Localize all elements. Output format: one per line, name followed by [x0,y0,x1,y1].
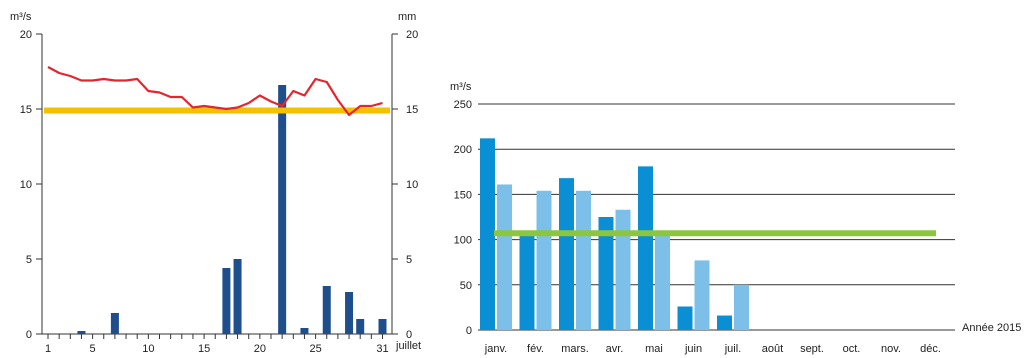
right-tick-label: 5 [406,254,412,266]
month-label: oct. [843,343,861,355]
left-tick-label: 10 [20,179,32,191]
month-bar [480,138,495,330]
month-bar [519,235,535,330]
rain-bar [278,85,287,334]
month-label: déc. [920,343,941,355]
rain-bar [300,328,309,334]
month-bar [497,184,512,330]
year-label: Année 2015 [962,322,1021,334]
x-month-label: juillet [395,340,421,352]
right-tick-label: 15 [406,104,418,116]
x-tick-label: 5 [90,343,96,355]
y-tick-label: 100 [454,235,472,247]
left-axis-unit: m³/s [10,11,32,23]
rain-bar [222,268,231,334]
monthly-bars [480,138,749,330]
y-tick-label: 150 [454,189,472,201]
x-tick-label: 15 [198,343,210,355]
rain-bar [378,319,387,334]
rain-bar [77,331,86,334]
month-bar [576,190,591,330]
right-tick-label: 20 [406,29,418,41]
month-bar [655,235,670,330]
rain-bar [233,259,242,334]
rain-bar [356,319,365,334]
month-label: nov. [881,343,901,355]
right-axis-unit: mm [398,11,416,23]
month-label: fév. [527,343,544,355]
right-tick-label: 0 [406,329,412,341]
rain-bars [77,85,387,334]
month-bar [536,190,552,330]
x-tick-label: 20 [254,343,266,355]
y-ticks: 0 5 10 15 20 0 5 10 15 20 [20,29,419,341]
month-bar [615,209,631,330]
month-bar [638,166,653,330]
daily-flow-line [47,66,383,117]
month-bar [677,306,693,330]
gridlines: 0 50 100 150 200 250 [454,99,955,337]
month-label: sept. [800,343,824,355]
y-tick-label: 200 [454,144,472,156]
rain-bar [110,313,119,334]
left-tick-label: 15 [20,104,32,116]
month-label: août [762,343,783,355]
y-tick-label: 250 [454,99,472,111]
month-labels: janv. fév. mars. avr. mai juin juil. août sept. o… [484,343,941,355]
rain-bar [322,286,331,334]
right-tick-label: 10 [406,179,418,191]
y-tick-label: 0 [466,325,472,337]
month-bar [717,315,732,330]
y-tick-label: 50 [460,280,472,292]
month-label: avr. [606,343,624,355]
x-tick-label: 31 [376,343,388,355]
y-axis-unit: m³/s [450,81,472,93]
rain-bar [345,292,354,334]
x-tick-label: 1 [45,343,51,355]
month-label: janv. [484,343,507,355]
month-bar [559,178,574,330]
left-tick-label: 0 [26,329,32,341]
month-label: juil. [724,343,742,355]
x-tick-label: 10 [142,343,154,355]
left-tick-label: 20 [20,29,32,41]
x-tick-label: 25 [309,343,321,355]
month-bar [694,260,710,330]
monthly-chart: m³/s 0 50 100 150 200 250 janv. fév. mars. avr. m… [450,81,1021,355]
month-bar [734,284,749,330]
left-tick-label: 5 [26,254,32,266]
month-label: mai [645,343,663,355]
month-bar [598,217,614,330]
month-label: mars. [561,343,589,355]
x-ticks: 1 5 10 15 20 25 31 [45,334,389,355]
month-label: juin [684,343,702,355]
